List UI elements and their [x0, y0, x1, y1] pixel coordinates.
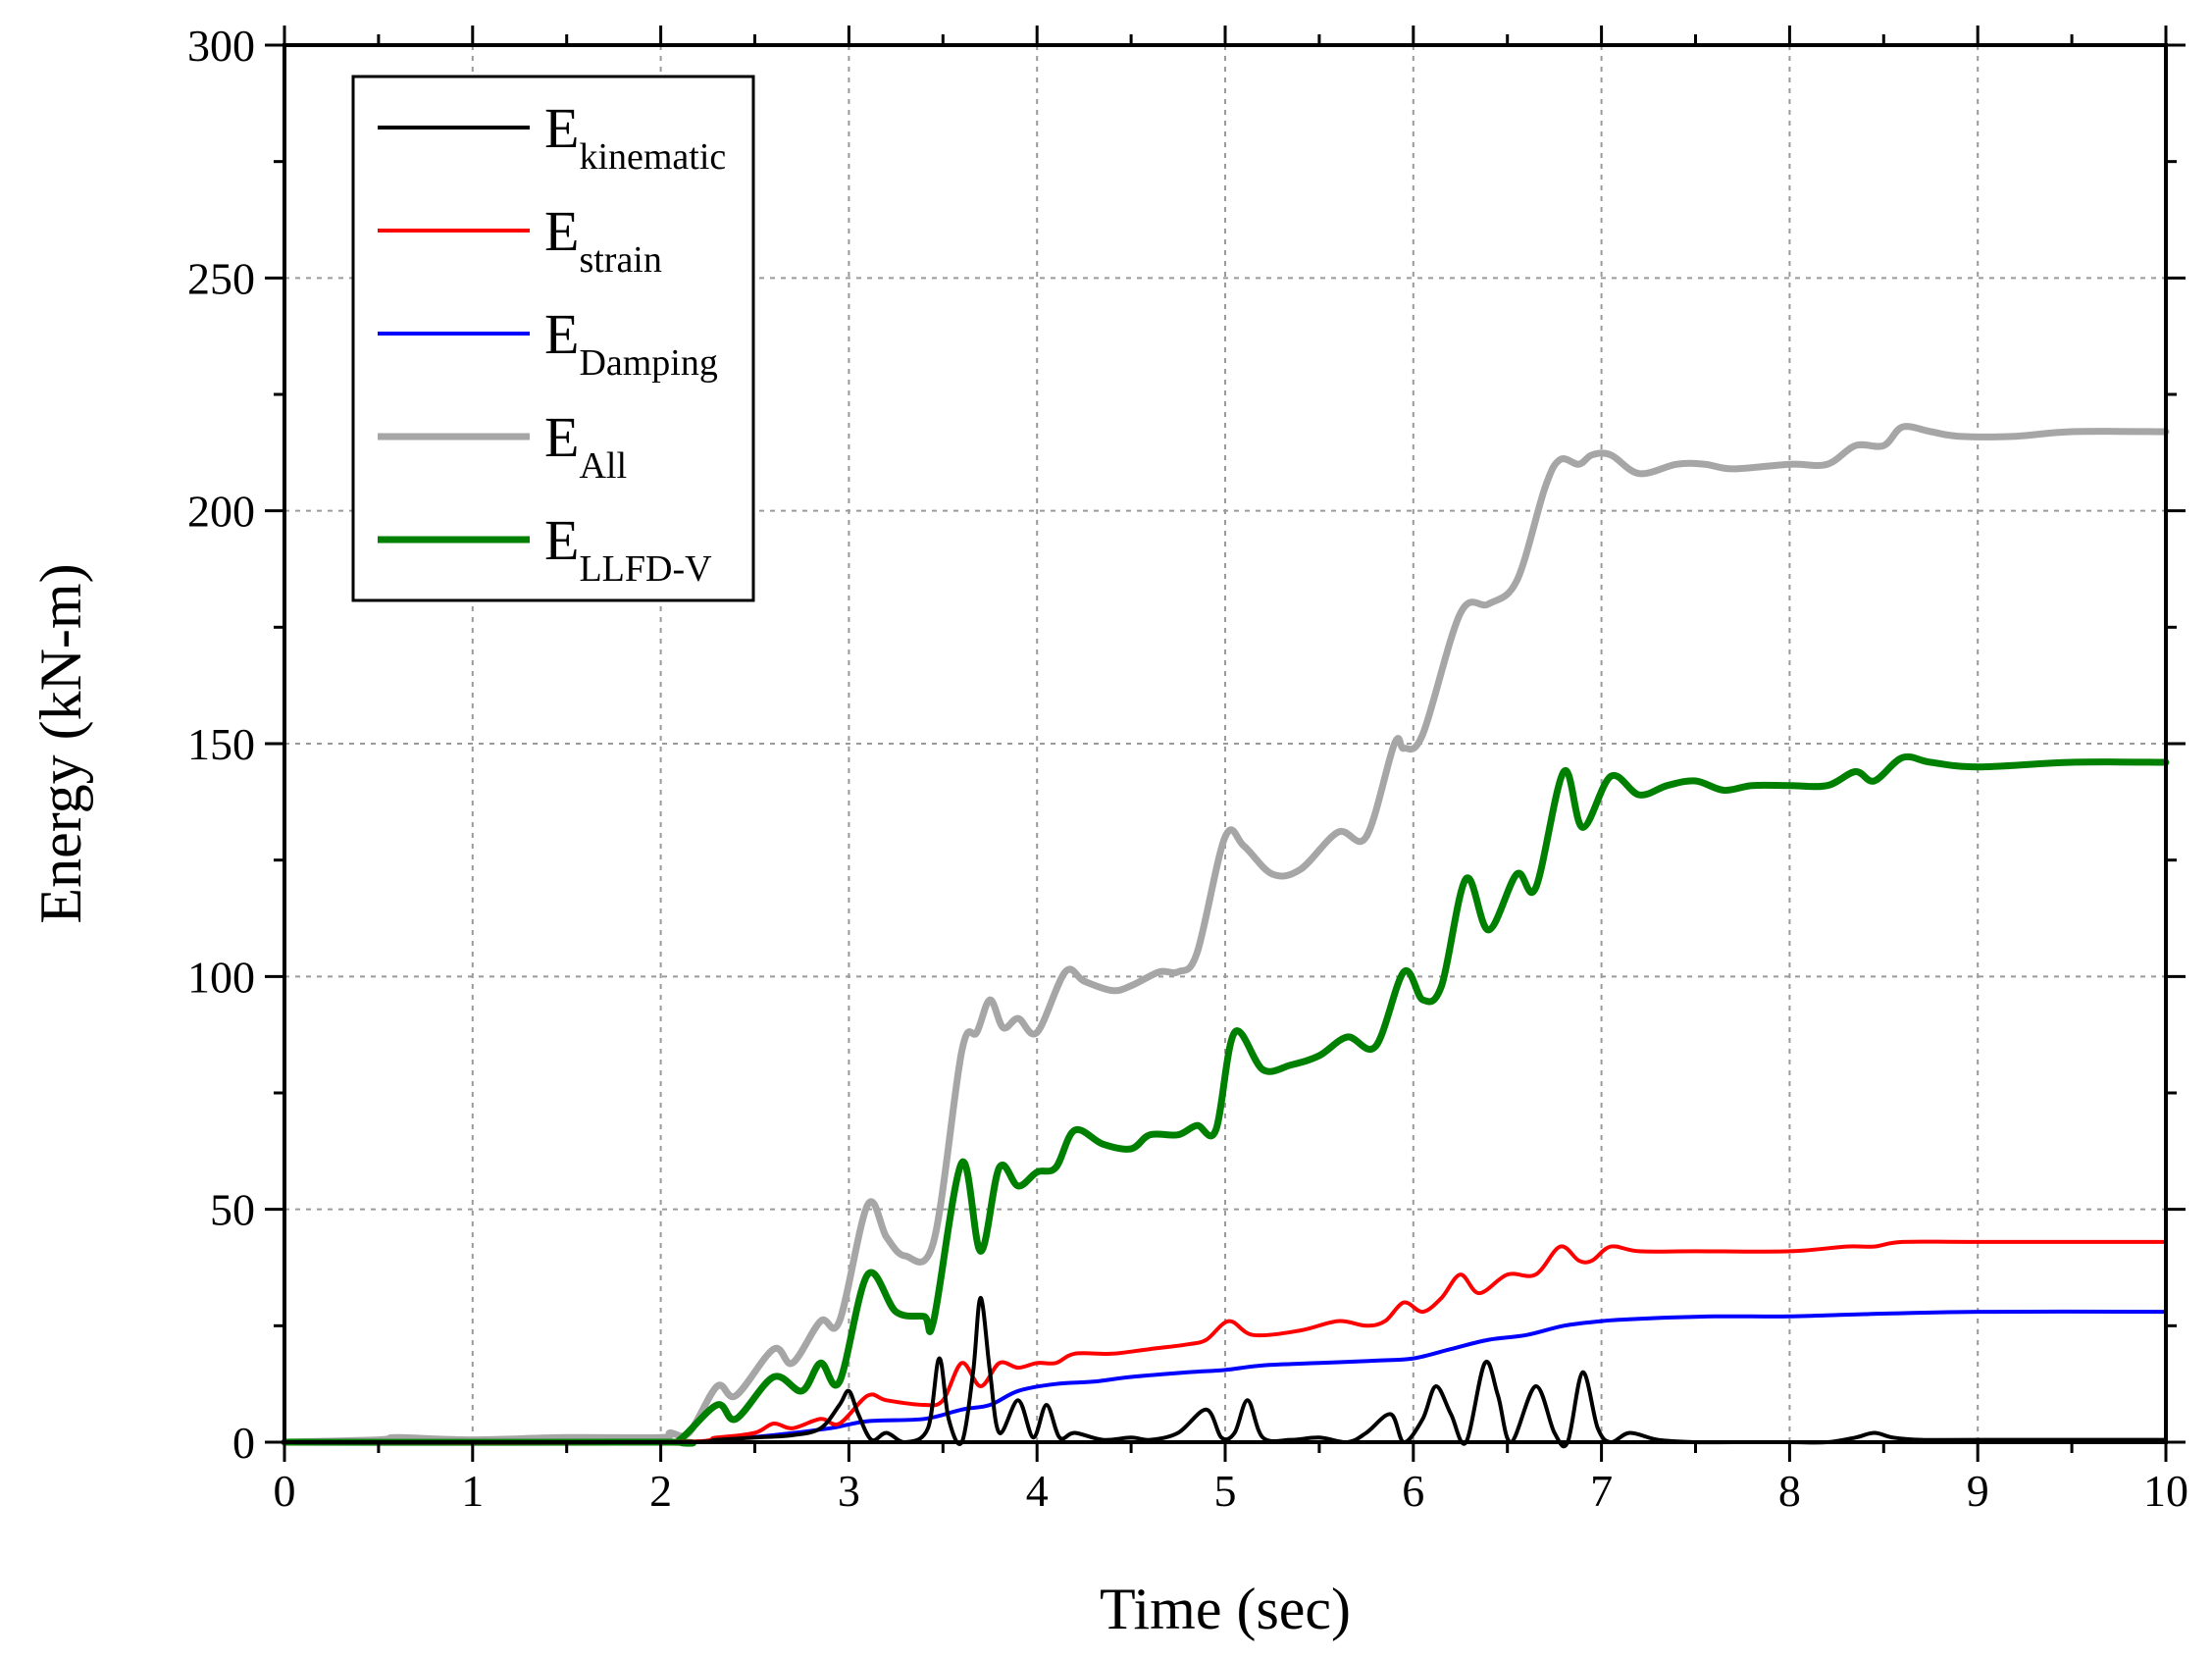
x-tick-label: 9: [1967, 1466, 1989, 1516]
x-axis-title: Time (sec): [1100, 1577, 1351, 1641]
series-layer: [281, 423, 2170, 1449]
y-tick-label: 0: [232, 1418, 255, 1468]
legend-label: Estrain: [544, 199, 662, 281]
x-tick-label: 1: [461, 1466, 484, 1516]
series-line-llfd-v: [281, 752, 2170, 1447]
legend-label: ELLFD-V: [544, 508, 712, 590]
x-tick-label: 5: [1214, 1466, 1237, 1516]
x-tick-label: 0: [274, 1466, 296, 1516]
y-tick-label: 200: [187, 487, 255, 537]
series-line-kinematic: [283, 1295, 2168, 1449]
x-tick-label: 7: [1590, 1466, 1613, 1516]
x-tick-label: 6: [1402, 1466, 1424, 1516]
x-tick-label: 3: [838, 1466, 860, 1516]
y-tick-label: 150: [187, 719, 255, 769]
y-tick-label: 50: [210, 1185, 255, 1235]
legend-box: [351, 75, 755, 602]
series-line-all: [281, 423, 2170, 1446]
legend: Ekinematic Estrain EDamping EAll ELLFD-V: [351, 75, 755, 602]
y-tick-label: 300: [187, 21, 255, 71]
series-line-strain: [283, 1239, 2168, 1445]
x-tick-label: 10: [2143, 1466, 2188, 1516]
y-tick-label: 250: [187, 253, 255, 303]
x-tick-label: 2: [649, 1466, 672, 1516]
x-tick-label: 8: [1778, 1466, 1801, 1516]
y-tick-label: 100: [187, 952, 255, 1002]
legend-label: EDamping: [544, 302, 718, 384]
x-tick-label: 4: [1026, 1466, 1049, 1516]
legend-label: EAll: [544, 405, 627, 487]
axis-ticks: [265, 26, 2186, 1462]
y-axis-title: Energy (kN-m): [28, 563, 93, 923]
legend-label: Ekinematic: [544, 96, 726, 178]
